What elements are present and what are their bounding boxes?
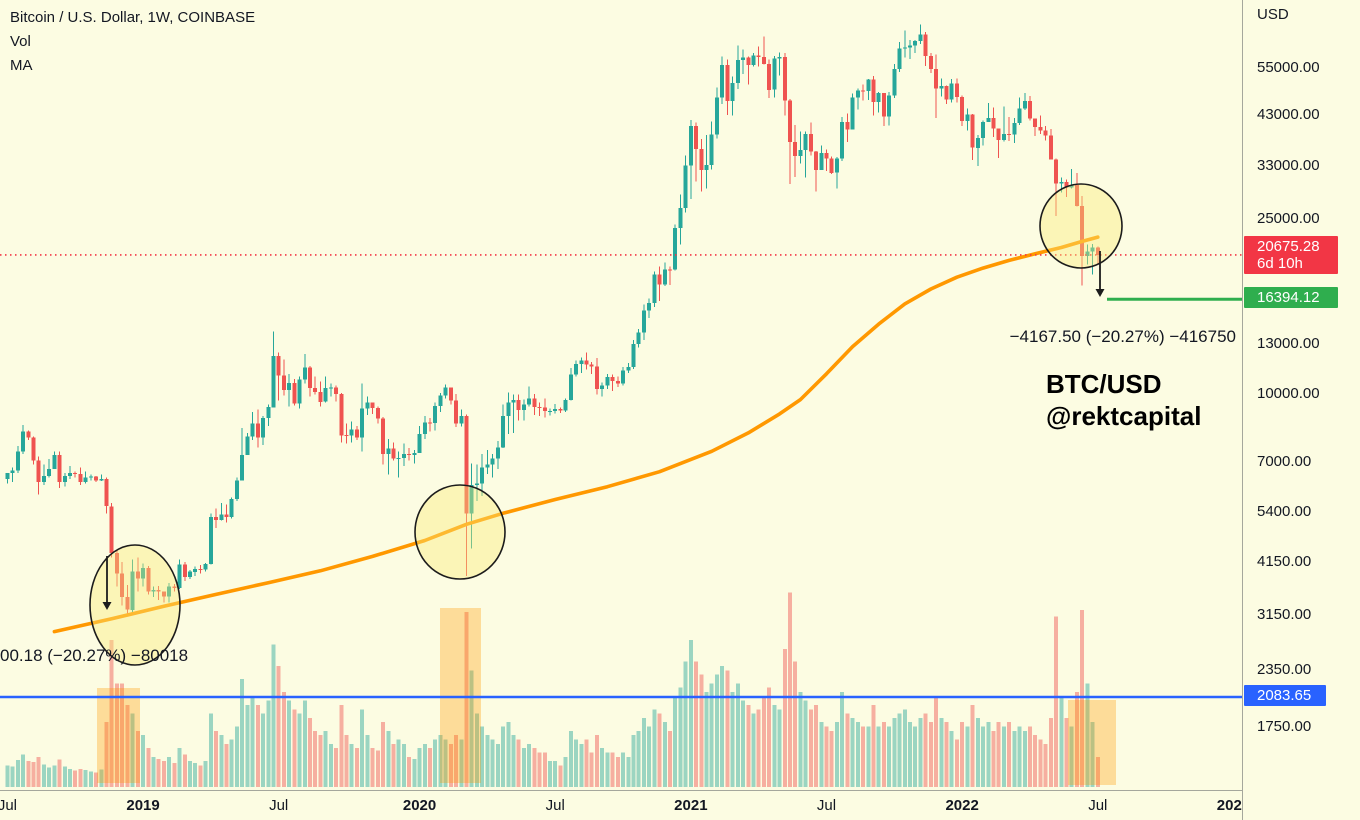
volume-highlights[interactable] xyxy=(97,608,1116,785)
time-tick: Jul xyxy=(269,797,289,814)
measure-label-left[interactable]: 00.18 (−20.27%) −80018 xyxy=(0,646,189,665)
price-tick: 33000.00 xyxy=(1257,156,1320,174)
price-tick: 3150.00 xyxy=(1257,605,1312,623)
time-tick: Jul xyxy=(1088,797,1108,814)
highlight-circle[interactable] xyxy=(89,544,181,666)
text-annotation-line2: @rektcapital xyxy=(1046,401,1202,431)
text-annotation[interactable]: BTC/USD @rektcapital xyxy=(1046,368,1201,432)
candles xyxy=(5,24,1100,615)
time-tick: 2023 xyxy=(1216,797,1242,814)
price-tick: 43000.00 xyxy=(1257,106,1320,124)
target-price-value: 16394.12 xyxy=(1257,289,1320,307)
price-tick: 25000.00 xyxy=(1257,209,1320,227)
time-tick: Jul xyxy=(0,797,17,814)
current-price-badge: 20675.28 6d 10h xyxy=(1244,235,1338,274)
chart-pane[interactable]: Bitcoin / U.S. Dollar, 1W, COINBASE Vol … xyxy=(0,0,1242,790)
legend-symbol[interactable]: Bitcoin / U.S. Dollar, 1W, COINBASE xyxy=(10,9,256,26)
time-tick: 2021 xyxy=(674,797,708,814)
volume-bars xyxy=(5,592,1100,787)
price-axis-currency-label: USD xyxy=(1257,6,1289,23)
current-price-value: 20675.28 xyxy=(1257,237,1320,255)
price-tick: 7000.00 xyxy=(1257,452,1312,470)
time-tick: 2022 xyxy=(945,797,979,814)
price-tick: 10000.00 xyxy=(1257,384,1320,402)
time-tick: 2019 xyxy=(126,797,160,814)
time-tick: 2020 xyxy=(402,797,437,814)
volume-ma-badge: 2083.65 xyxy=(1244,685,1326,706)
price-tick: 4150.00 xyxy=(1257,552,1312,570)
time-tick: Jul xyxy=(545,797,565,814)
highlight-circle[interactable] xyxy=(1039,183,1123,269)
time-ticks: Jul 2019 Jul 2020 Jul 2021 Jul 2022 Jul 2023 xyxy=(0,791,1242,820)
measure-label-right[interactable]: −4167.50 (−20.27%) −416750 xyxy=(1009,327,1236,346)
time-tick: Jul xyxy=(816,797,837,814)
price-tick: 1750.00 xyxy=(1257,717,1312,735)
legend-indicator-vol[interactable]: Vol xyxy=(10,33,31,50)
chart-canvas[interactable] xyxy=(0,0,1242,790)
text-annotation-line1: BTC/USD xyxy=(1046,369,1162,399)
volume-highlight-box xyxy=(1068,700,1116,785)
price-tick: 5400.00 xyxy=(1257,502,1312,520)
highlight-circle[interactable] xyxy=(414,484,506,580)
candle-countdown: 6d 10h xyxy=(1257,254,1303,272)
legend-indicator-ma[interactable]: MA xyxy=(10,57,33,74)
time-axis[interactable]: Jul 2019 Jul 2020 Jul 2021 Jul 2022 Jul 2023 xyxy=(0,790,1360,820)
down-arrow[interactable] xyxy=(1095,251,1105,297)
ma-line[interactable] xyxy=(52,235,1100,634)
down-arrow[interactable] xyxy=(102,556,112,610)
target-price-badge[interactable]: 16394.12 xyxy=(1244,287,1338,309)
price-tick: 2350.00 xyxy=(1257,661,1312,679)
price-axis[interactable]: USD 55000.00 43000.00 33000.00 25000.00 1300… xyxy=(1242,0,1360,820)
volume-ma-value: 2083.65 xyxy=(1257,687,1312,704)
price-tick: 55000.00 xyxy=(1257,59,1320,76)
volume-highlight-box xyxy=(440,608,481,783)
chart-legend: Bitcoin / U.S. Dollar, 1W, COINBASE Vol … xyxy=(10,6,255,78)
volume-highlight-box xyxy=(97,688,140,783)
price-tick: 13000.00 xyxy=(1257,334,1320,352)
